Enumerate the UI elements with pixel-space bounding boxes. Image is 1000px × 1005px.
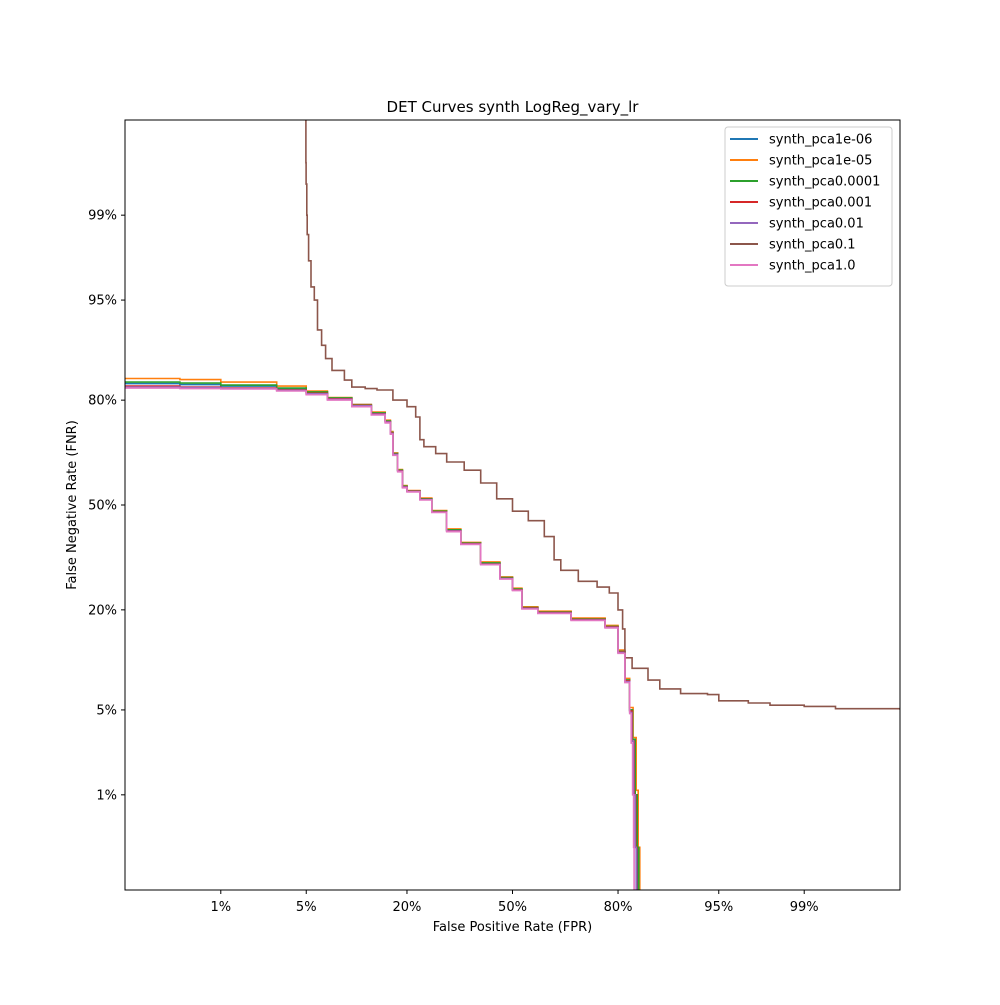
y-axis: 1% 5% 20% 50% 80% 95% 99% [88, 209, 125, 803]
legend-box [724, 126, 893, 287]
y-axis-label: False Negative Rate (FNR) [65, 420, 80, 590]
series-line-synth_pca1.0 [125, 387, 635, 890]
series-layer [125, 120, 900, 890]
x-axis: 1% 5% 20% 50% 80% 95% 99% [210, 890, 819, 915]
legend: synth_pca1e-06 synth_pca1e-05 synth_pca0.0… [724, 126, 893, 287]
legend-label: synth_pca1e-06 [769, 133, 872, 148]
legend-label: synth_pca0.0001 [769, 175, 880, 190]
y-tick-label: 80% [88, 394, 117, 409]
x-axis-label: False Positive Rate (FPR) [433, 920, 592, 935]
legend-label: synth_pca0.001 [769, 196, 872, 211]
x-tick-label: 95% [704, 900, 733, 915]
y-tick-label: 20% [88, 603, 117, 618]
legend-label: synth_pca1e-05 [769, 154, 872, 169]
x-tick-label: 99% [790, 900, 819, 915]
legend-label: synth_pca0.01 [769, 217, 864, 232]
legend-label: synth_pca0.1 [769, 238, 856, 253]
x-tick-label: 5% [296, 900, 317, 915]
chart-title: DET Curves synth LogReg_vary_lr [387, 98, 640, 117]
y-tick-label: 99% [88, 209, 117, 224]
y-tick-label: 1% [96, 788, 117, 803]
y-tick-label: 50% [88, 499, 117, 514]
x-tick-label: 80% [604, 900, 633, 915]
x-tick-label: 20% [393, 900, 422, 915]
y-tick-label: 95% [88, 294, 117, 309]
x-tick-label: 1% [210, 900, 231, 915]
series-line-synth_pca0.1 [305, 120, 900, 710]
x-tick-label: 50% [498, 900, 527, 915]
y-tick-label: 5% [96, 703, 117, 718]
legend-label: synth_pca1.0 [769, 259, 856, 274]
